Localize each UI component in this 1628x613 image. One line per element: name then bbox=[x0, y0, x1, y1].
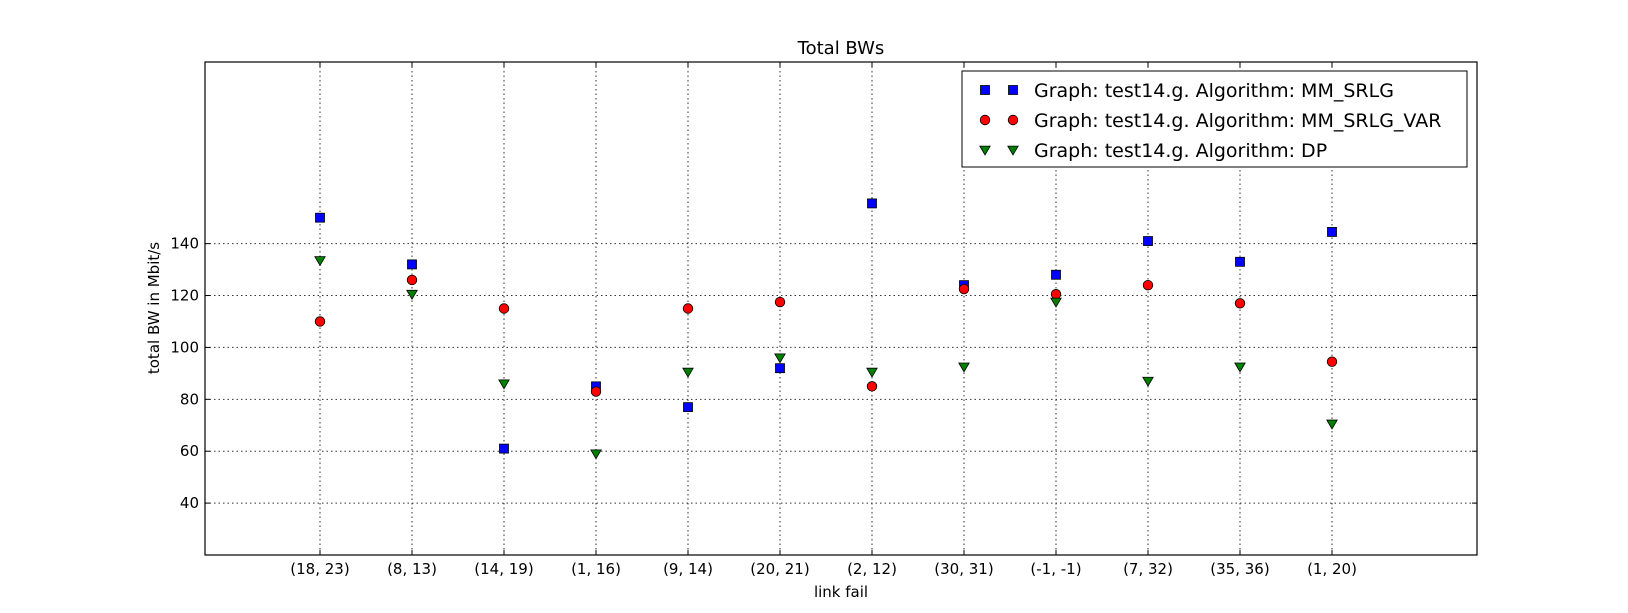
y-tick-label: 140 bbox=[170, 235, 199, 253]
marks-layer bbox=[314, 198, 1338, 460]
y-tick-label: 80 bbox=[180, 390, 199, 408]
legend-box bbox=[961, 70, 1468, 168]
data-point-series-3 bbox=[590, 449, 602, 460]
data-point-series-1 bbox=[315, 212, 325, 223]
x-tick-label: (35, 36) bbox=[1210, 560, 1269, 578]
legend-marker bbox=[1008, 85, 1018, 95]
legend-label: Graph: test14.g. Algorithm: MM_SRLG_VAR bbox=[1034, 110, 1441, 132]
data-point-series-1 bbox=[867, 198, 877, 209]
plot-frame bbox=[204, 61, 1478, 556]
data-point-series-1 bbox=[1235, 256, 1245, 267]
data-point-series-2 bbox=[406, 274, 418, 286]
y-tick-label: 60 bbox=[180, 442, 199, 460]
x-tick-label: (7, 32) bbox=[1123, 560, 1173, 578]
legend: Graph: test14.g. Algorithm: MM_SRLG Graph… bbox=[961, 70, 1468, 168]
data-point-series-2 bbox=[1142, 279, 1154, 291]
data-point-series-1 bbox=[683, 402, 693, 413]
data-point-series-2 bbox=[774, 296, 786, 308]
data-point-series-2 bbox=[314, 316, 326, 327]
legend-marker bbox=[980, 85, 990, 95]
x-tick-label: (20, 21) bbox=[750, 560, 809, 578]
data-point-series-3 bbox=[682, 367, 694, 378]
x-tick-label: (30, 31) bbox=[934, 560, 993, 578]
data-point-series-2 bbox=[1326, 356, 1338, 367]
data-point-series-3 bbox=[314, 256, 326, 267]
data-point-series-3 bbox=[1142, 376, 1154, 387]
data-point-series-1 bbox=[407, 259, 417, 270]
legend-marker bbox=[979, 145, 991, 156]
x-tick-label: (9, 14) bbox=[663, 560, 713, 578]
x-tick-label: (-1, -1) bbox=[1030, 560, 1081, 578]
data-point-series-2 bbox=[1050, 289, 1062, 300]
data-point-series-1 bbox=[499, 443, 509, 454]
x-tick-label: (2, 12) bbox=[847, 560, 897, 578]
legend-label: Graph: test14.g. Algorithm: MM_SRLG bbox=[1034, 80, 1394, 102]
data-point-series-2 bbox=[866, 381, 878, 392]
chart-title: Total BWs bbox=[797, 38, 885, 59]
y-tick-label: 100 bbox=[170, 338, 199, 356]
data-point-series-3 bbox=[1326, 419, 1338, 430]
data-point-series-1 bbox=[1327, 227, 1337, 237]
data-point-series-2 bbox=[958, 283, 970, 295]
legend-marker bbox=[1007, 145, 1019, 156]
x-tick-label: (1, 16) bbox=[571, 560, 621, 578]
x-tick-label: (14, 19) bbox=[474, 560, 533, 578]
y-tick-label: 40 bbox=[180, 494, 199, 512]
x-tick-label: (8, 13) bbox=[387, 560, 437, 578]
data-point-series-3 bbox=[1234, 362, 1246, 373]
data-point-series-3 bbox=[498, 379, 510, 390]
y-tick-label: 120 bbox=[170, 287, 199, 305]
legend-marker bbox=[1007, 114, 1019, 126]
legend-label: Graph: test14.g. Algorithm: DP bbox=[1034, 140, 1327, 162]
data-point-series-3 bbox=[866, 367, 878, 378]
x-axis-label: link fail bbox=[814, 583, 868, 601]
data-point-series-1 bbox=[1143, 236, 1153, 246]
data-point-series-2 bbox=[1234, 298, 1246, 309]
ticks-layer: (18, 23) (8, 13) (14, 19) (1, 16) (9, 14) (20… bbox=[170, 62, 1477, 578]
data-point-series-3 bbox=[406, 289, 418, 300]
data-point-series-2 bbox=[590, 386, 602, 397]
data-point-series-2 bbox=[682, 303, 694, 314]
data-point-series-1 bbox=[1051, 269, 1061, 280]
x-tick-label: (1, 20) bbox=[1307, 560, 1357, 578]
data-point-series-2 bbox=[498, 303, 510, 314]
y-axis-label: total BW in Mbit/s bbox=[145, 242, 163, 374]
data-point-series-1 bbox=[775, 363, 785, 374]
data-point-series-3 bbox=[774, 353, 786, 364]
legend-marker bbox=[979, 114, 991, 126]
data-point-series-3 bbox=[1050, 297, 1062, 308]
x-tick-label: (18, 23) bbox=[290, 560, 349, 578]
data-point-series-3 bbox=[958, 362, 970, 373]
